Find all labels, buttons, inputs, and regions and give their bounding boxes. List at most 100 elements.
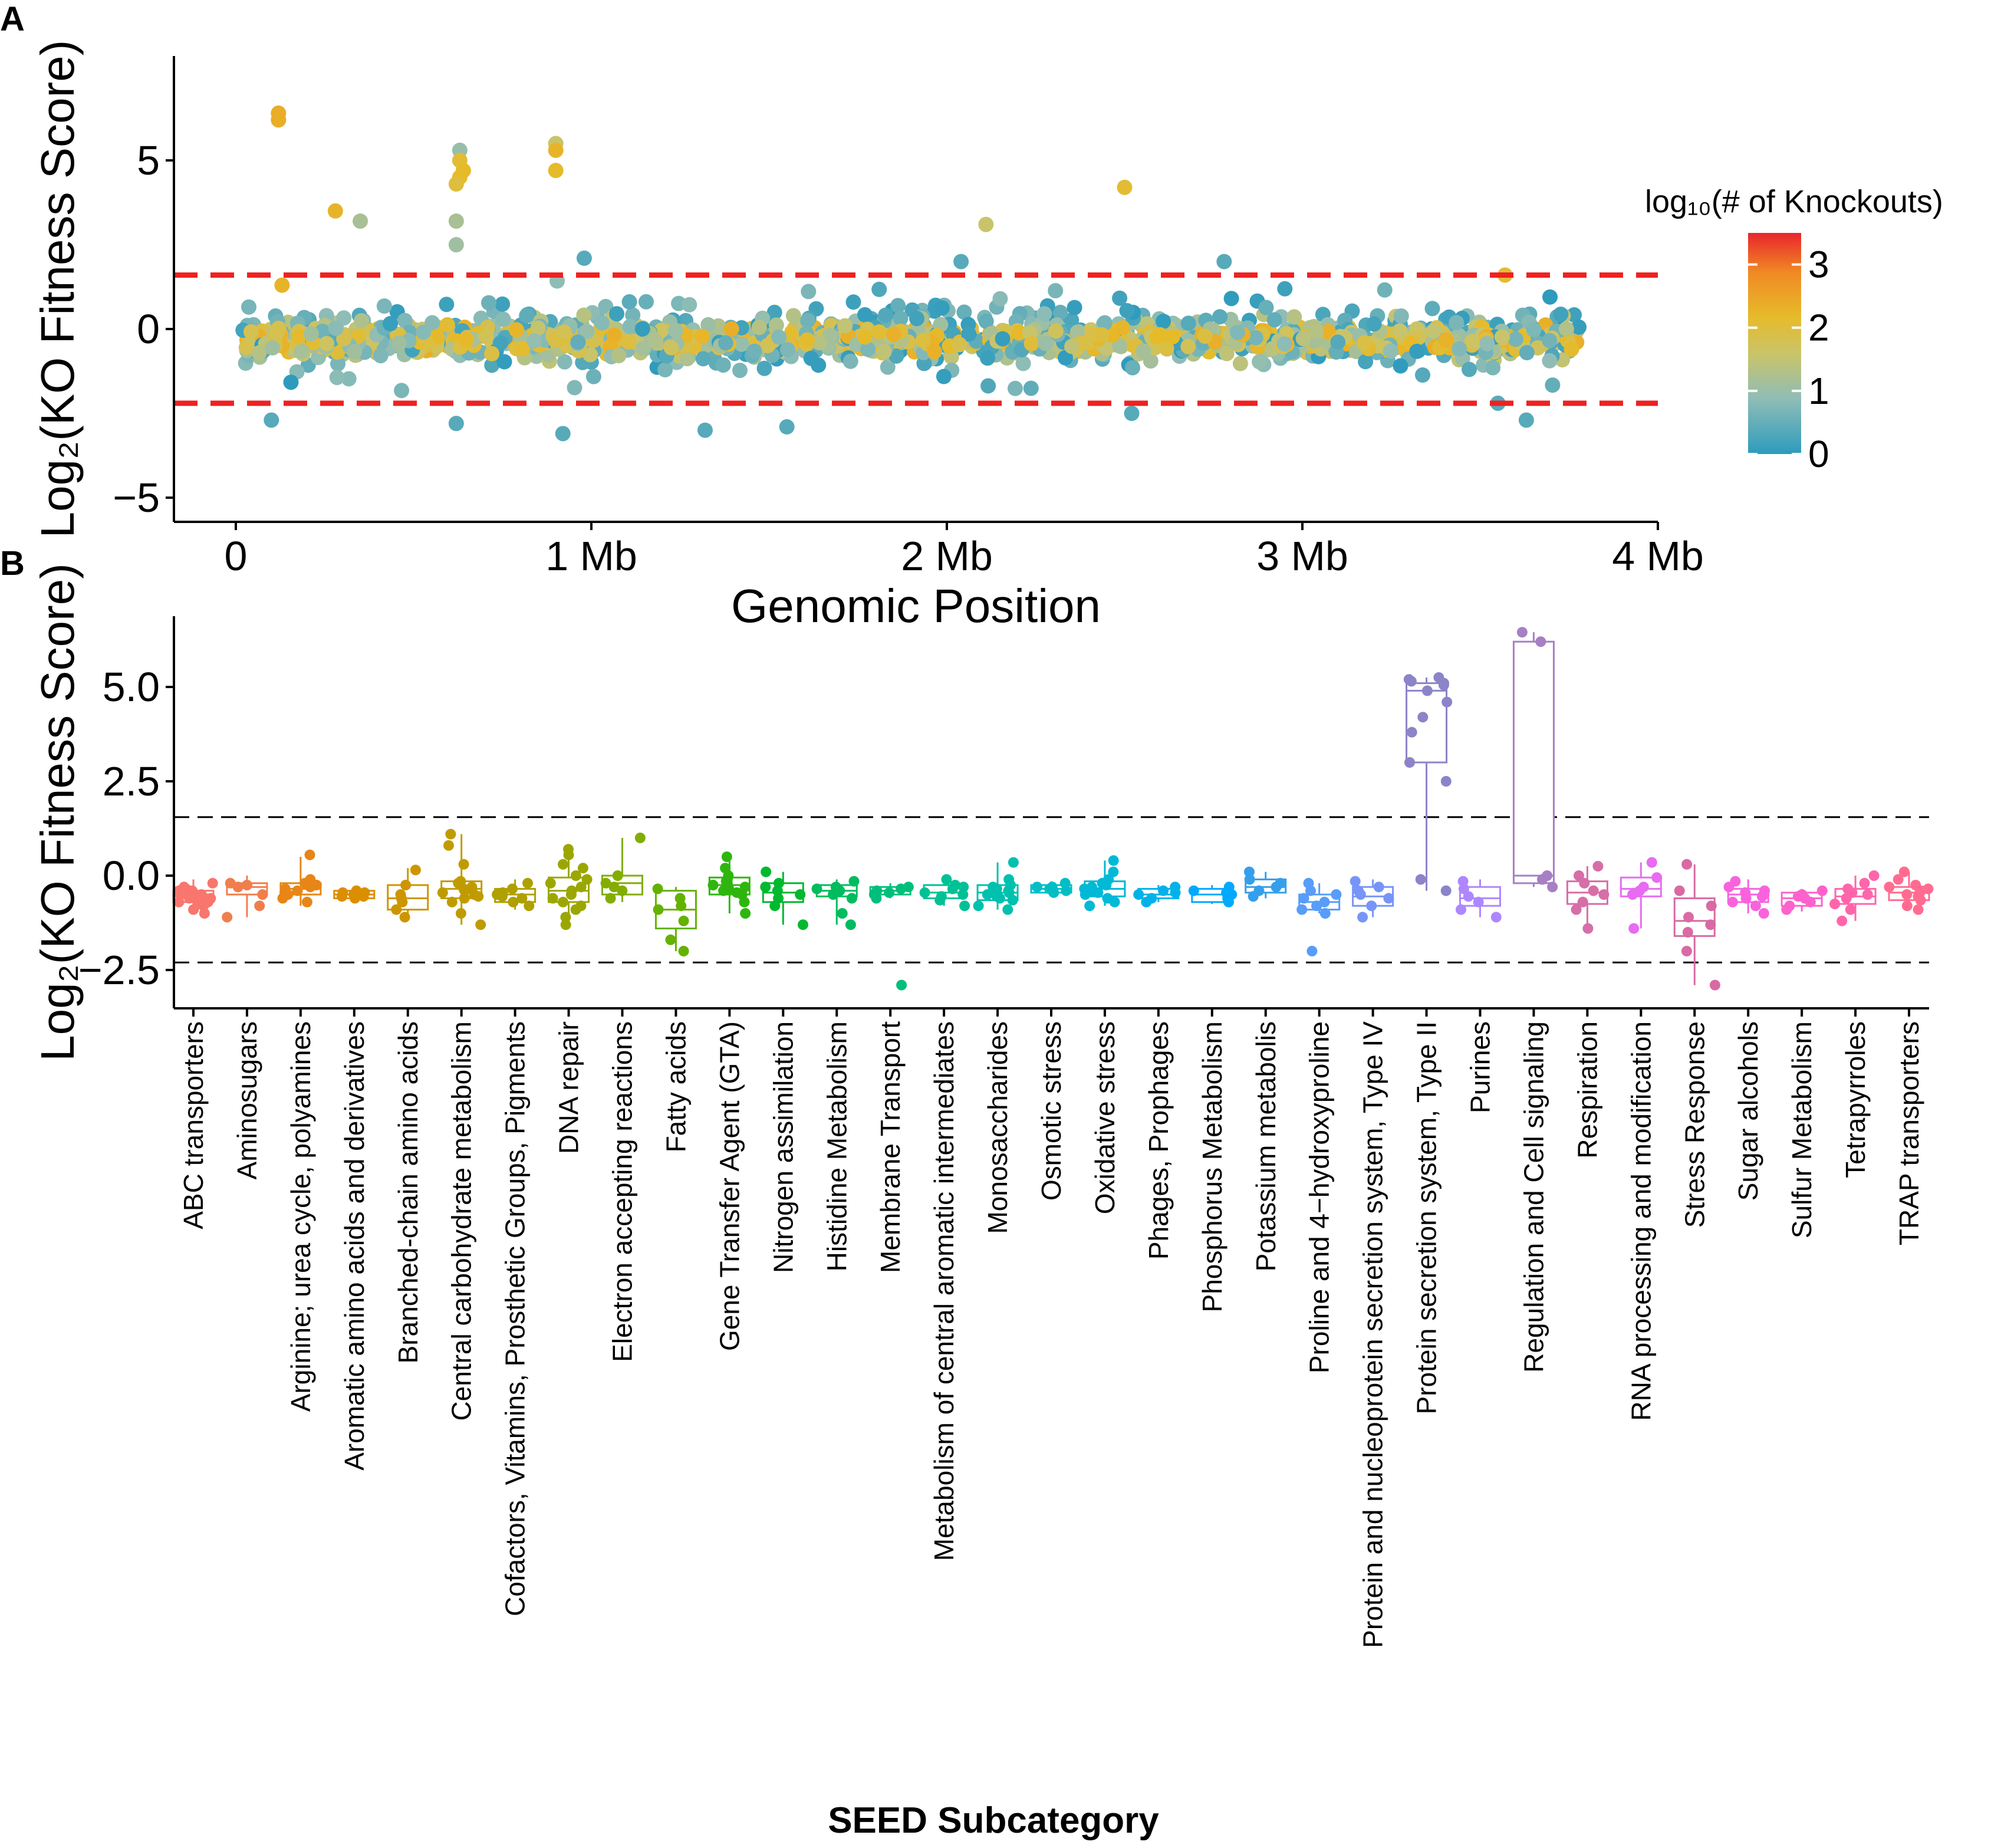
scatter-point	[1180, 315, 1196, 331]
data-point	[577, 863, 588, 874]
scatter-point	[303, 326, 319, 342]
data-point	[1415, 874, 1426, 885]
data-point	[1723, 882, 1735, 893]
box-group	[333, 885, 376, 904]
data-point	[1727, 896, 1738, 907]
data-point	[1141, 896, 1152, 907]
scatter-point	[611, 348, 627, 364]
data-point	[1188, 885, 1199, 896]
threshold-lines	[174, 272, 1658, 406]
box-group	[492, 877, 537, 912]
category-label: Cofactors, Vitamins, Prosthetic Groups, …	[500, 1021, 531, 1616]
data-point	[1223, 896, 1234, 907]
scatter-point	[383, 315, 399, 331]
data-point	[547, 893, 558, 904]
scatter-point	[265, 340, 281, 356]
data-point	[1305, 885, 1316, 896]
scatter-point	[634, 321, 650, 337]
data-point	[1577, 896, 1588, 907]
scatter-point	[1036, 306, 1052, 322]
scatter-point	[1180, 338, 1196, 354]
scatter-point	[1038, 336, 1054, 351]
scatter-point	[241, 299, 256, 315]
scatter-point	[934, 300, 950, 316]
category-label: Proline and 4−hydroxyproline	[1304, 1021, 1335, 1373]
data-point	[1805, 896, 1816, 907]
scatter-point	[1248, 330, 1263, 346]
data-point	[1646, 857, 1657, 868]
data-point	[257, 889, 268, 900]
data-point	[1271, 882, 1282, 893]
data-point	[1627, 889, 1638, 900]
data-point	[653, 904, 664, 915]
color-legend: log₁₀(# of Knockouts) 3 2 1 0	[1645, 184, 1943, 475]
category-label: DNA repair	[554, 1021, 584, 1154]
data-point	[837, 908, 848, 919]
data-point	[399, 912, 410, 923]
box	[1512, 640, 1555, 884]
scatter-point	[1553, 307, 1569, 322]
data-point	[1674, 885, 1685, 896]
scatter-point	[992, 291, 1008, 307]
data-point	[1170, 887, 1181, 898]
data-point	[1456, 904, 1466, 915]
data-point	[760, 882, 771, 893]
panel-b-letter: B	[0, 544, 25, 583]
data-point	[1032, 882, 1042, 893]
scatter-point	[663, 340, 679, 356]
data-point	[957, 889, 969, 900]
data-point	[798, 919, 808, 930]
category-label: Metabolism of central aromatic intermedi…	[929, 1021, 959, 1561]
scatter-point	[980, 350, 995, 366]
scatter-point	[1125, 360, 1140, 376]
data-point	[1298, 893, 1309, 904]
scatter-point	[657, 362, 673, 377]
data-point	[1473, 896, 1484, 907]
scatter-point	[448, 416, 464, 432]
data-point	[1535, 636, 1546, 647]
legend-ticks: 3 2 1 0	[1748, 244, 1829, 475]
category-label: Purines	[1465, 1021, 1496, 1113]
scatter-point	[978, 216, 994, 232]
data-point	[1463, 891, 1474, 902]
data-point	[1792, 891, 1803, 902]
data-point	[522, 877, 533, 889]
scatter-point	[886, 326, 902, 342]
scatter-point	[857, 329, 873, 345]
data-point	[1319, 908, 1331, 919]
category-label: Sugar alcohols	[1733, 1021, 1763, 1201]
scatter-point	[251, 345, 267, 361]
data-point	[242, 880, 252, 890]
scatter-point	[328, 320, 344, 336]
scatter-point	[1216, 254, 1232, 269]
data-point	[678, 915, 689, 926]
box-group	[707, 851, 751, 919]
data-point	[558, 859, 568, 870]
scatter-point	[1286, 309, 1302, 325]
colorbar	[1748, 233, 1801, 454]
scatter-point	[439, 297, 455, 313]
scatter-point	[481, 295, 496, 311]
scatter-point	[734, 336, 749, 352]
scatter-point	[1393, 358, 1408, 374]
data-point	[516, 893, 528, 904]
data-point	[1490, 912, 1502, 923]
scatter-point	[1383, 343, 1398, 359]
category-label: Electron accepting reactions	[607, 1021, 638, 1362]
scatter-point	[1219, 346, 1235, 361]
data-point	[1706, 900, 1717, 912]
scatter-point	[519, 308, 535, 324]
scatter-point	[845, 294, 861, 310]
category-label: Oxidative stress	[1090, 1021, 1120, 1214]
scatter-point	[495, 311, 511, 327]
scatter-point	[291, 328, 307, 344]
data-point	[1101, 880, 1112, 890]
scatter-point	[1358, 354, 1374, 370]
data-point	[445, 828, 456, 840]
scatter-point	[732, 363, 748, 379]
scatter-point	[478, 328, 494, 344]
data-point	[1331, 889, 1342, 900]
data-point	[1311, 900, 1322, 912]
box-group	[277, 849, 322, 907]
scatter-point	[548, 142, 564, 158]
